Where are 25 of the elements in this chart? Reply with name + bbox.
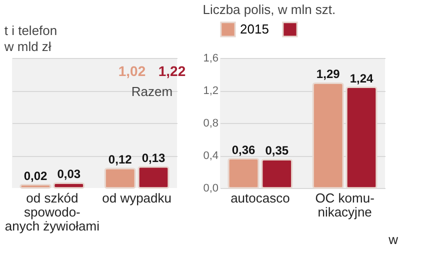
annotation: 1,02 <box>118 63 146 79</box>
chart-title: Liczba polis, w mln szt. <box>202 2 336 17</box>
y-tick-label: 0,0 <box>203 182 218 194</box>
data-label: 0,13 <box>142 150 166 165</box>
legend-label: 2015 <box>240 21 269 36</box>
data-label: 1,24 <box>350 71 374 86</box>
text: w <box>388 232 399 247</box>
y-tick-label: 1,6 <box>203 52 218 64</box>
data-label: 0,02 <box>24 168 48 183</box>
annotation: 1,22 <box>158 63 186 79</box>
data-label: 0,36 <box>232 142 256 157</box>
y-tick-label: 0,8 <box>203 118 218 130</box>
y-tick-label: 0,4 <box>203 150 218 162</box>
data-label: 0,03 <box>57 167 81 182</box>
y-tick-label: 1,2 <box>203 85 218 97</box>
data-label: 0,12 <box>108 152 132 166</box>
chart-title: t i telefon <box>4 23 58 38</box>
x-tick-label: od wypadku <box>102 190 172 206</box>
x-tick-label: od szkód spowodo- anych żywiołami <box>4 190 100 234</box>
chart-subtitle: w mld zł <box>3 39 52 54</box>
data-label: 0,35 <box>265 144 289 158</box>
x-tick-label: OC komu- nikacyjne <box>315 190 374 220</box>
data-label: 1,29 <box>316 67 340 82</box>
annotation: Razem <box>131 84 173 99</box>
x-tick-label: autocasco <box>230 190 290 206</box>
